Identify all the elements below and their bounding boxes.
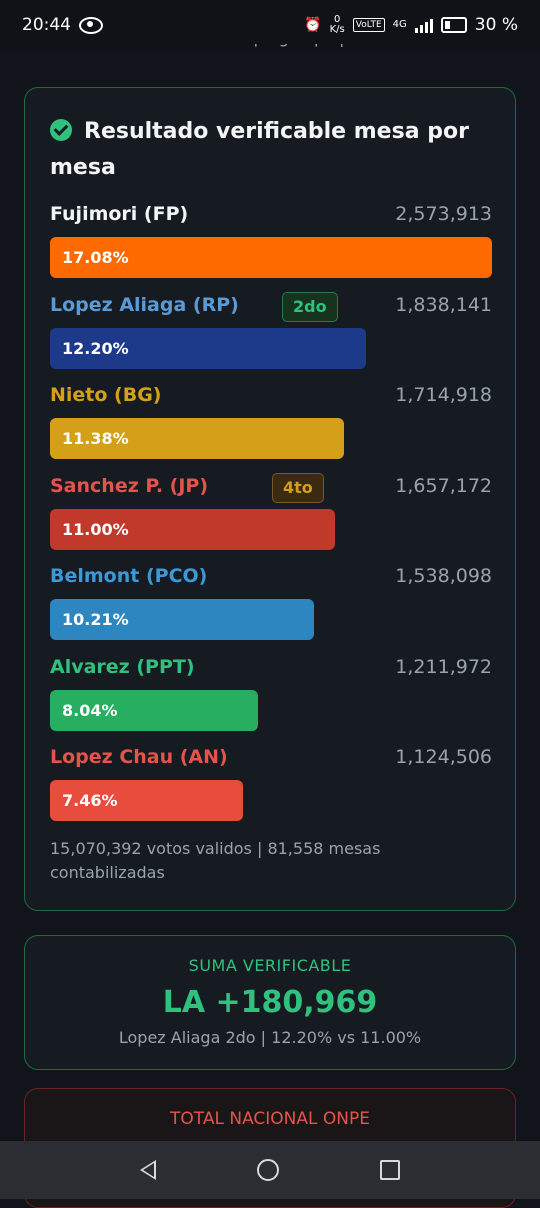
clock: 20:44 (22, 15, 71, 35)
candidate-row: Sanchez P. (JP) 4to 1,657,172 11.00% (50, 472, 492, 555)
results-card: Resultado verificable mesa por mesa Fuji… (24, 87, 516, 911)
candidate-votes: 1,538,098 (395, 565, 492, 587)
percent-bar: 8.04% (50, 689, 259, 731)
percent-bar: 11.38% (50, 418, 345, 459)
percent-bar: 11.00% (50, 508, 335, 550)
status-bar: 20:44 ⏰ 0 K/s VoLTE 4G 30 % (0, 0, 540, 50)
recents-icon[interactable] (379, 1160, 400, 1180)
network-speed: 0 K/s (330, 15, 345, 35)
candidate-row: Lopez Chau (AN) 1,124,506 7.46% (50, 746, 492, 826)
candidate-row: Fujimori (FP) 2,573,913 17.08% (50, 203, 492, 283)
candidate-row: Belmont (PCO) 1,538,098 10.21% (50, 565, 492, 645)
results-footer: 15,070,392 votos validos | 81,558 mesas … (50, 839, 381, 882)
results-card-title: Resultado verificable mesa por mesa (50, 114, 470, 186)
onpe-label: TOTAL NACIONAL ONPE (170, 1109, 370, 1129)
back-icon[interactable] (140, 1160, 157, 1180)
percent-bar: 7.46% (50, 780, 244, 821)
home-icon[interactable] (256, 1159, 279, 1181)
check-circle-icon (50, 119, 72, 141)
volte-icon: VoLTE (352, 18, 385, 32)
status-icons: ⏰ 0 K/s VoLTE 4G 30 % (304, 15, 518, 36)
candidate-votes: 1,838,141 (395, 293, 492, 316)
source-line: resultadoelectoral.onpe.gob.pe | 17 abri… (0, 44, 540, 50)
candidate-name: Alvarez (PPT) (50, 655, 195, 678)
navigation-bar (0, 1141, 540, 1199)
candidate-name: Belmont (PCO) (50, 565, 208, 587)
candidate-name: Lopez Aliaga (RP) (50, 293, 239, 316)
candidate-row: Nieto (BG) 1,714,918 11.38% (50, 384, 492, 464)
battery-percent: 30 % (474, 15, 518, 35)
sum-value: LA +180,969 (162, 985, 378, 1020)
candidate-name: Nieto (BG) (50, 384, 162, 406)
candidate-votes: 1,124,506 (395, 746, 492, 768)
percent-bar: 10.21% (50, 599, 315, 640)
percent-bar: 17.08% (50, 237, 492, 278)
rank-badge: 4to (272, 472, 324, 503)
rank-badge: 2do (282, 291, 338, 322)
lte-signal-label: 4G (392, 19, 407, 30)
candidate-votes: 1,657,172 (395, 474, 492, 497)
candidate-votes: 2,573,913 (395, 203, 492, 225)
net-speed-unit: K/s (329, 24, 345, 35)
sum-card: SUMA VERIFICABLE LA +180,969 Lopez Aliag… (24, 935, 516, 1070)
results-title-text: Resultado verificable mesa por mesa (50, 119, 469, 180)
candidate-votes: 1,714,918 (395, 384, 492, 406)
candidate-name: Fujimori (FP) (50, 203, 189, 225)
signal-icon (414, 17, 433, 33)
candidate-votes: 1,211,972 (395, 655, 492, 678)
candidate-row: Alvarez (PPT) 1,211,972 8.04% (50, 656, 492, 736)
battery-icon (440, 17, 467, 33)
percent-bar: 12.20% (50, 327, 366, 369)
sum-detail: Lopez Aliaga 2do | 12.20% vs 11.00% (118, 1028, 422, 1047)
net-speed-value: 0 (333, 14, 341, 25)
candidate-row: Lopez Aliaga (RP) 2do 1,838,141 12.20% (50, 291, 492, 374)
candidate-name: Lopez Chau (AN) (50, 746, 228, 768)
alarm-icon: ⏰ (304, 17, 322, 33)
eye-icon (79, 16, 103, 34)
sum-label: SUMA VERIFICABLE (188, 956, 352, 975)
candidate-name: Sanchez P. (JP) (50, 474, 209, 497)
